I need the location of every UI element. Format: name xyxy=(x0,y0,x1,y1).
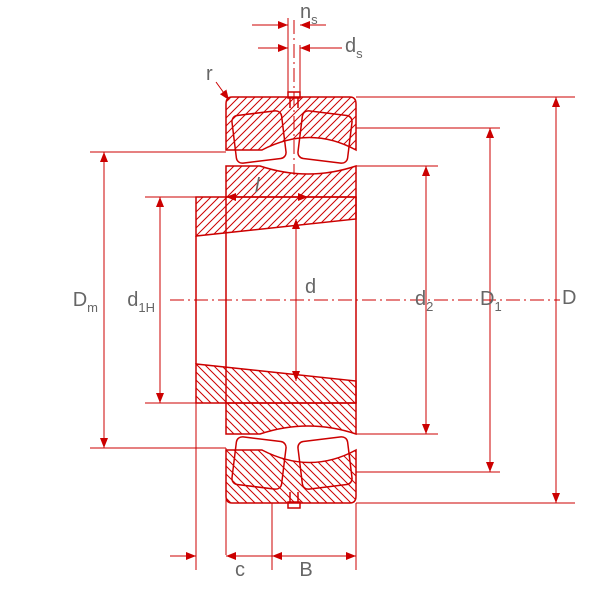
upper-section xyxy=(196,20,356,236)
lbl-d2: d2 xyxy=(415,288,433,314)
lbl-d1H: d1H xyxy=(127,289,155,315)
lbl-ns: ns xyxy=(300,1,318,27)
lower-section xyxy=(196,364,356,508)
bearing-cross-section: D D1 d2 d d1H Dm B c l r ns ds xyxy=(0,0,600,600)
lbl-D1: D1 xyxy=(480,288,502,314)
lbl-c: c xyxy=(235,559,245,581)
lbl-Dm: Dm xyxy=(73,289,98,315)
lbl-r: r xyxy=(206,63,213,85)
lbl-ds: ds xyxy=(345,35,363,61)
lbl-l: l xyxy=(255,175,260,197)
lbl-d: d xyxy=(305,276,316,298)
lbl-B: B xyxy=(299,559,312,581)
lbl-D: D xyxy=(562,287,576,309)
